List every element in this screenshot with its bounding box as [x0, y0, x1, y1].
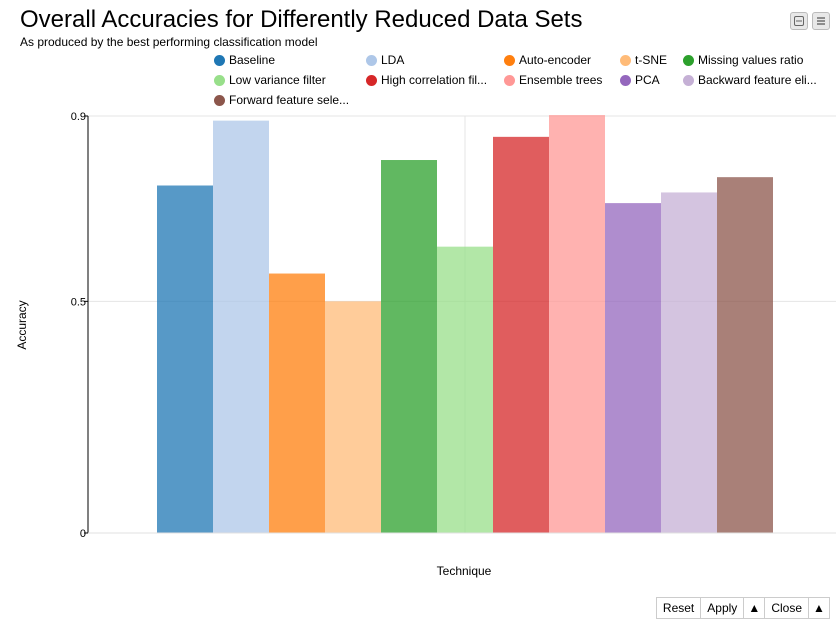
legend-marker — [214, 74, 225, 86]
legend-label: Low variance filter — [229, 73, 326, 87]
legend-marker — [504, 74, 515, 86]
bar — [605, 203, 661, 533]
close-button[interactable]: Close — [764, 597, 809, 619]
legend-label: High correlation fil... — [381, 73, 488, 87]
legend-marker — [620, 74, 631, 86]
bar — [213, 120, 269, 533]
legend-item[interactable]: LDA — [366, 53, 404, 67]
legend-item[interactable]: Ensemble trees — [504, 73, 602, 87]
y-tick-label: 0 — [80, 528, 86, 540]
legend-label: Missing values ratio — [698, 53, 804, 67]
x-axis-label: Technique — [437, 564, 492, 578]
legend-label: Baseline — [229, 53, 276, 67]
bar — [381, 160, 437, 533]
legend-label: t-SNE — [635, 53, 668, 67]
legend-marker — [366, 74, 377, 86]
bar — [437, 246, 493, 533]
bar — [717, 177, 773, 533]
apply-options-button[interactable]: ▲ — [743, 597, 766, 619]
legend-label: Auto-encoder — [519, 53, 592, 67]
minimize-icon[interactable] — [790, 12, 808, 30]
legend-item[interactable]: Forward feature sele... — [214, 93, 349, 107]
bar — [661, 192, 717, 533]
legend-item[interactable]: Low variance filter — [214, 73, 326, 87]
legend-item[interactable]: PCA — [620, 73, 660, 87]
legend-item[interactable]: Auto-encoder — [504, 53, 591, 67]
reset-button[interactable]: Reset — [655, 597, 702, 619]
menu-icon[interactable] — [812, 12, 830, 30]
legend-item[interactable]: Baseline — [214, 53, 275, 67]
legend-marker — [366, 54, 377, 66]
bar — [325, 301, 381, 533]
y-tick-label: 0.9 — [71, 111, 86, 123]
legend-label: LDA — [381, 53, 405, 67]
legend-label: Backward feature eli... — [698, 73, 817, 87]
chart-title: Overall Accuracies for Differently Reduc… — [20, 6, 583, 33]
legend-label: PCA — [635, 73, 660, 87]
bar — [549, 115, 605, 533]
y-tick-label: 0.5 — [71, 296, 86, 308]
view-controls — [790, 12, 830, 30]
legend-item[interactable]: High correlation fil... — [366, 73, 487, 87]
apply-button[interactable]: Apply — [700, 597, 745, 619]
close-options-button[interactable]: ▲ — [808, 597, 830, 619]
chart-subtitle: As produced by the best performing class… — [20, 35, 318, 49]
legend-item[interactable]: Missing values ratio — [683, 53, 803, 67]
legend-item[interactable]: t-SNE — [620, 53, 667, 67]
legend-marker — [504, 54, 515, 66]
legend-marker — [620, 54, 631, 66]
legend-marker — [683, 54, 694, 66]
bar — [493, 136, 549, 533]
dialog-buttons: Reset Apply ▲ Close ▲ — [655, 597, 830, 619]
legend-label: Ensemble trees — [519, 73, 603, 87]
legend-marker — [214, 94, 225, 106]
bar — [157, 185, 213, 533]
bar — [269, 273, 325, 533]
legend-marker — [214, 54, 225, 66]
legend-label: Forward feature sele... — [229, 93, 350, 107]
y-axis-label: Accuracy — [15, 300, 29, 349]
legend-item[interactable]: Backward feature eli... — [683, 73, 817, 87]
legend-marker — [683, 74, 694, 86]
